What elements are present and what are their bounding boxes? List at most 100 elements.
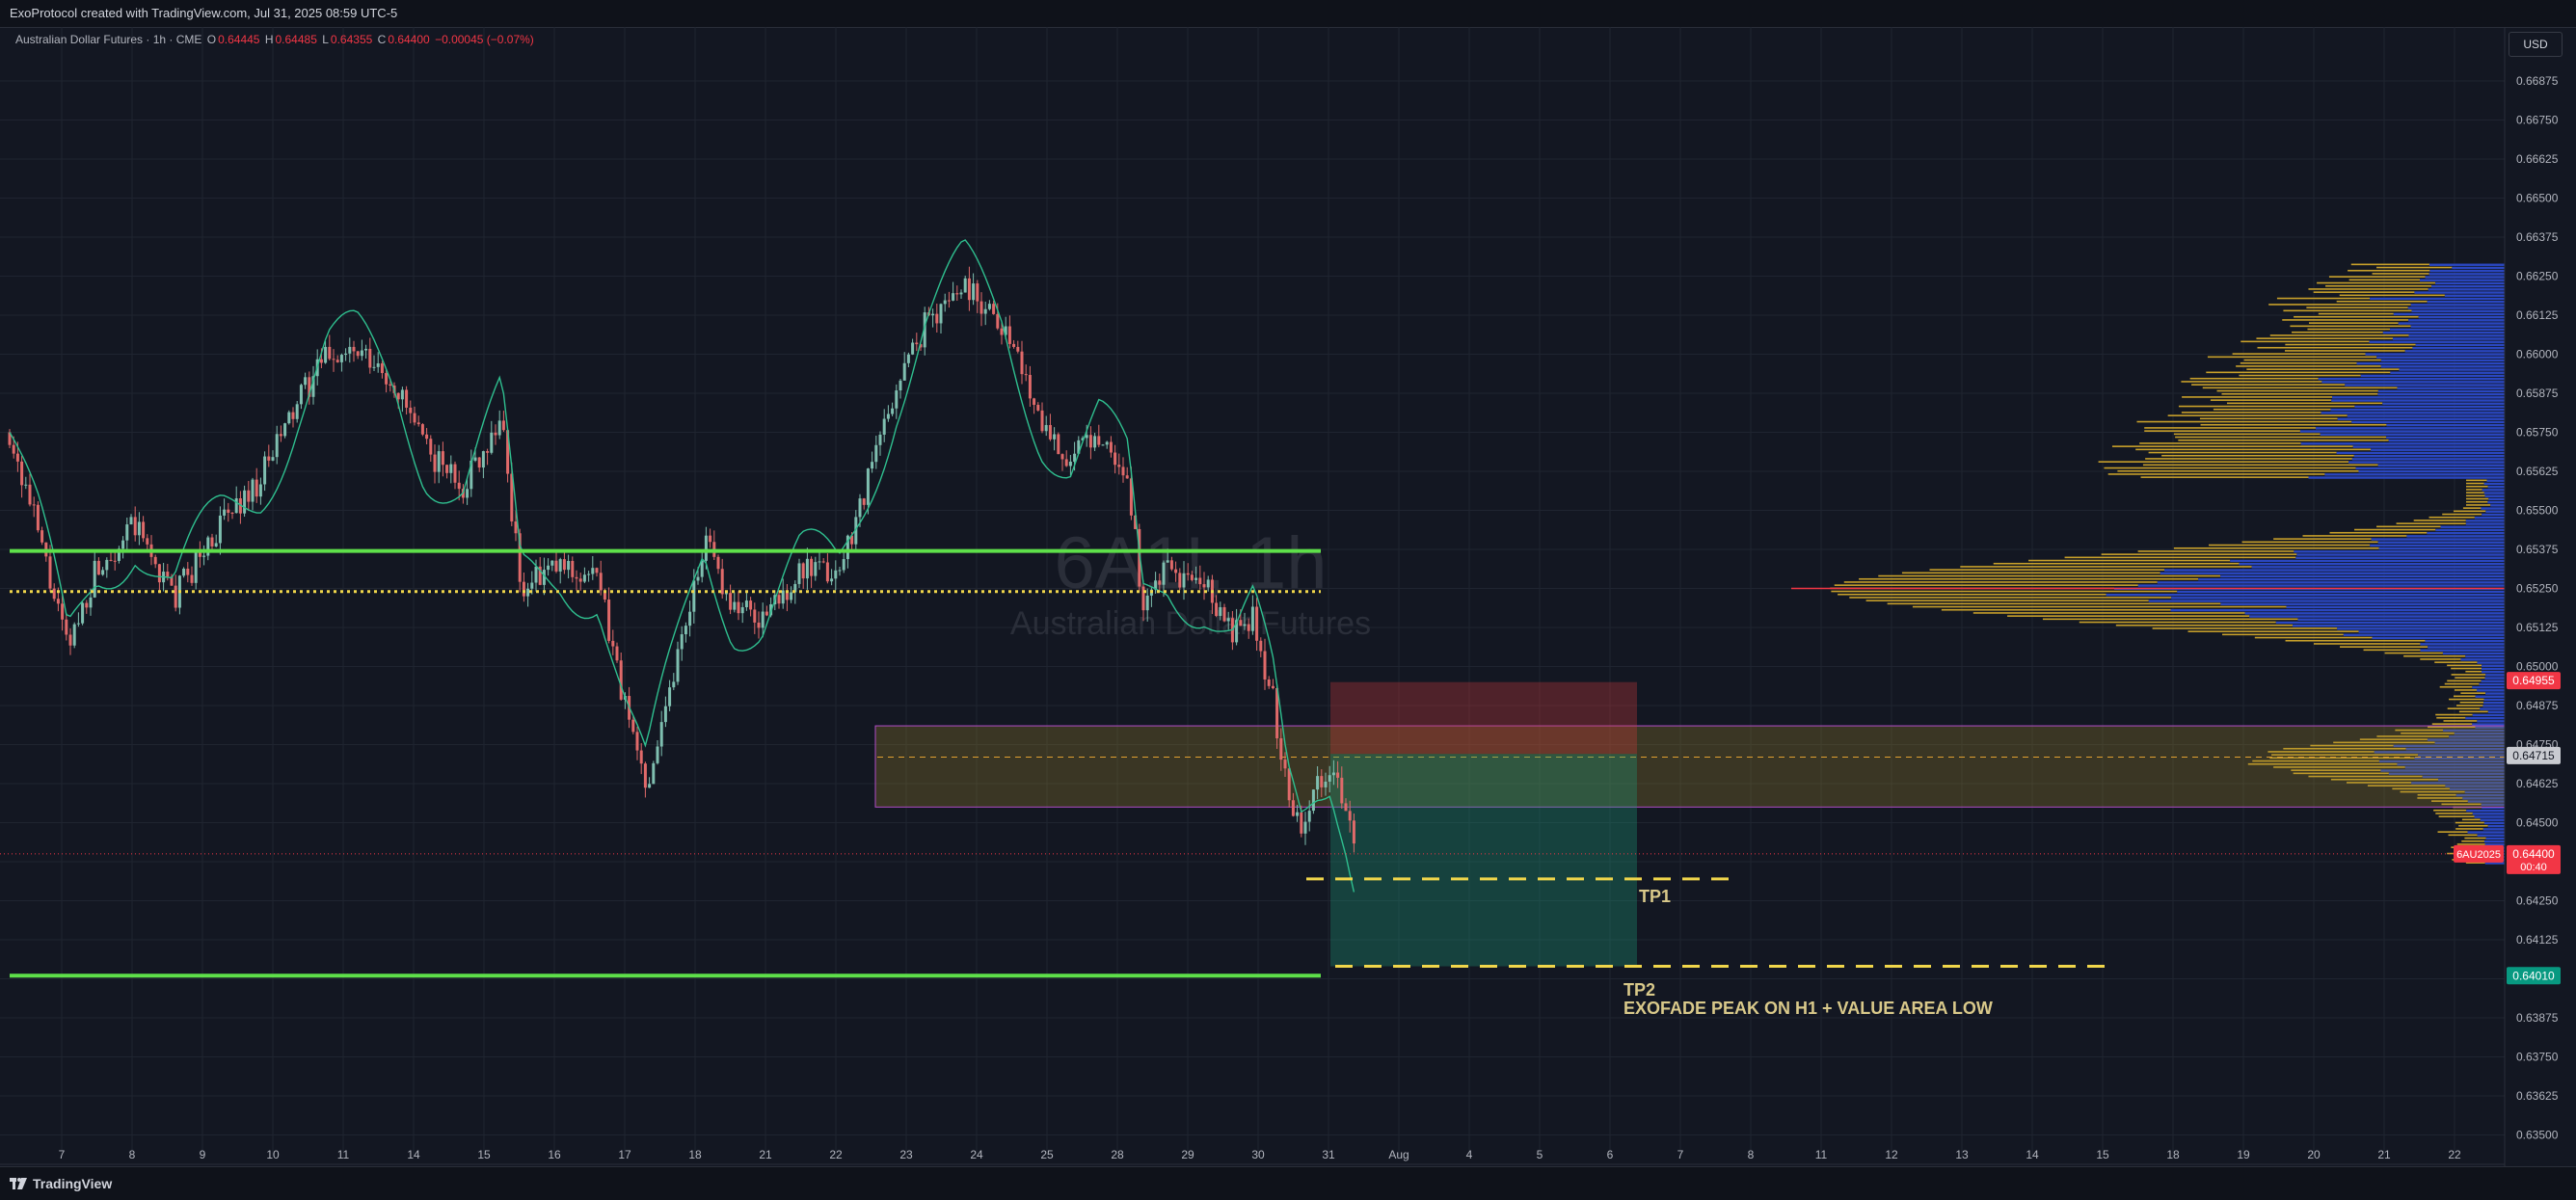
profile-sell-bar <box>2428 516 2475 519</box>
price-tick-label: 0.63875 <box>2516 1011 2559 1025</box>
profile-buy-bar <box>2425 276 2505 279</box>
price-tick-label: 0.63750 <box>2516 1051 2559 1064</box>
candle-body <box>534 566 538 583</box>
symbol-legend[interactable]: Australian Dollar Futures · 1h · CME O 0.… <box>15 33 536 46</box>
countdown-tag: 00:40 <box>2520 862 2547 873</box>
price-tag-red-bg <box>2507 672 2561 690</box>
candle-body <box>1267 679 1271 686</box>
candle-body <box>709 535 712 543</box>
candle-body <box>716 556 720 570</box>
profile-sell-bar <box>2167 414 2348 416</box>
profile-buy-bar <box>2488 497 2505 501</box>
profile-sell-bar <box>2433 809 2467 812</box>
candle-body <box>238 497 242 514</box>
candle-body <box>477 457 481 468</box>
candle-body <box>56 599 60 604</box>
profile-buy-bar <box>2296 553 2505 556</box>
candle-body <box>170 576 174 586</box>
candle-body <box>684 626 687 635</box>
profile-sell-bar <box>2354 528 2436 531</box>
profile-buy-bar <box>2427 300 2505 304</box>
profile-buy-bar <box>2466 809 2505 813</box>
profile-buy-bar <box>2465 654 2505 658</box>
candle-body <box>526 588 530 597</box>
candle-body <box>117 548 121 562</box>
profile-buy-bar <box>2374 751 2505 754</box>
legend-close-label: C <box>377 33 387 46</box>
price-tick-label: 0.65625 <box>2516 465 2559 478</box>
candle-body <box>1048 424 1052 440</box>
candle-body <box>1057 434 1060 455</box>
price-axis: 0.66875 0.66750 0.66625 0.66500 0.66375 0.662… <box>2504 27 2559 1166</box>
candle-body <box>339 355 343 362</box>
profile-sell-bar <box>2363 649 2421 652</box>
profile-sell-bar <box>2098 461 2349 463</box>
candle-body <box>1028 374 1032 399</box>
profile-sell-bar <box>2222 633 2344 636</box>
candle-body <box>344 353 348 356</box>
candle-body <box>389 384 392 387</box>
candle-body <box>1219 606 1222 617</box>
profile-sell-bar <box>2104 467 2356 469</box>
profile-sell-bar <box>2252 760 2379 762</box>
profile-buy-bar <box>2300 442 2505 445</box>
price-tick-label: 0.66875 <box>2516 74 2559 88</box>
profile-buy-bar <box>2485 692 2505 695</box>
candle-body <box>530 582 534 589</box>
candle-body <box>648 784 652 788</box>
profile-sell-bar <box>2455 821 2484 824</box>
profile-buy-bar <box>2475 695 2505 698</box>
candle-body <box>615 646 619 661</box>
profile-buy-bar <box>2407 307 2505 309</box>
profile-buy-bar <box>2160 572 2505 574</box>
chart-area[interactable]: 6A1!, 1h Australian Dollar Futures TP1 T… <box>0 27 2576 1166</box>
currency-button[interactable]: USD <box>2509 32 2563 57</box>
profile-sell-bar <box>2314 643 2421 645</box>
candle-body <box>186 568 190 575</box>
profile-sell-bar <box>2455 828 2483 830</box>
candle-body <box>230 512 234 514</box>
profile-sell-bar <box>2293 772 2389 775</box>
profile-buy-bar <box>2220 602 2505 605</box>
profile-buy-bar <box>2388 772 2505 775</box>
profile-sell-bar <box>1838 593 2106 596</box>
profile-sell-bar <box>2302 535 2407 537</box>
candle-body <box>643 763 647 788</box>
profile-sell-bar <box>2178 405 2355 408</box>
candle-body <box>441 451 444 466</box>
candle-body <box>814 562 818 576</box>
price-tag-grey-bg <box>2507 746 2561 764</box>
candle-body <box>348 346 352 354</box>
candle-body <box>1154 580 1158 590</box>
profile-buy-bar <box>2358 469 2505 473</box>
profile-buy-bar <box>2378 547 2505 550</box>
profile-sell-bar <box>1960 566 2252 568</box>
candle-body <box>1033 398 1036 406</box>
candle-body <box>538 566 542 585</box>
candle-body <box>89 597 93 608</box>
profile-sell-bar <box>2139 442 2301 444</box>
tradingview-logo[interactable]: TradingView <box>10 1176 112 1191</box>
candle-body <box>473 457 477 461</box>
candle-body <box>672 681 676 688</box>
profile-sell-bar <box>2466 485 2488 488</box>
candle-body <box>676 649 680 682</box>
candle-body <box>1307 811 1311 822</box>
time-tick-label: 8 <box>129 1148 136 1161</box>
time-tick-label: 10 <box>266 1148 280 1161</box>
profile-buy-bar <box>2332 396 2505 399</box>
candle-body <box>1255 606 1259 641</box>
candle-body <box>1012 343 1016 347</box>
candle-body <box>842 559 845 571</box>
legend-change: −0.00045 (−0.07%) <box>435 33 534 46</box>
candle-body <box>1239 620 1243 627</box>
candle-body <box>891 408 895 414</box>
candle-body <box>429 439 433 455</box>
time-tick-label: Aug <box>1388 1148 1409 1161</box>
price-tick-label: 0.66250 <box>2516 270 2559 283</box>
candle-body <box>72 624 76 646</box>
price-tick-label: 0.65125 <box>2516 621 2559 634</box>
price-tick-label: 0.63625 <box>2516 1089 2559 1103</box>
price-chart[interactable]: 6A1!, 1h Australian Dollar Futures TP1 T… <box>0 27 2576 1166</box>
